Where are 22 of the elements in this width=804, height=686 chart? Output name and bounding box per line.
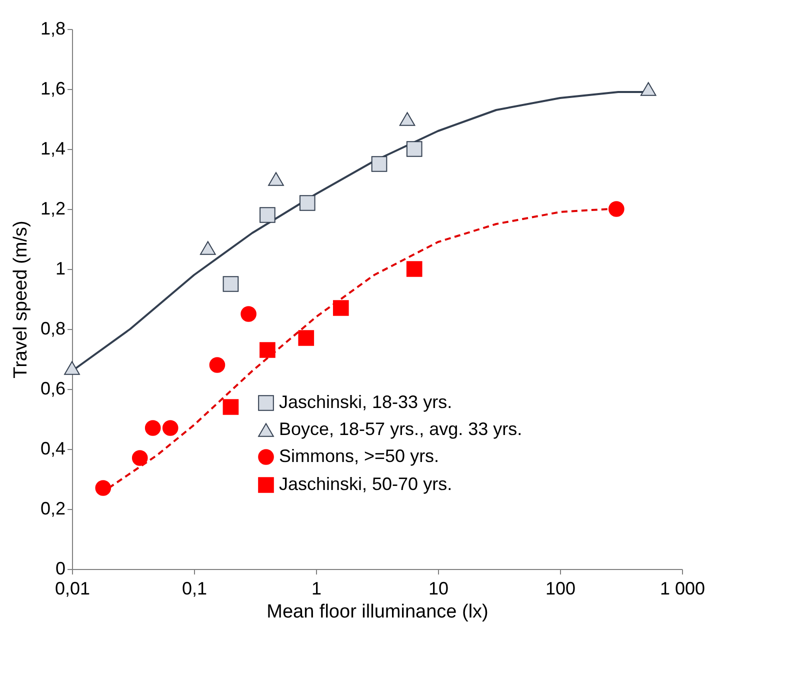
y-tick-label: 1,8 (40, 18, 66, 38)
y-tick-label: 1,2 (40, 198, 66, 218)
y-tick-label: 0,2 (40, 498, 66, 518)
legend-label: Jaschinski, 50-70 yrs. (279, 474, 452, 494)
x-tick-label: 1 (311, 578, 322, 598)
legend-label: Jaschinski, 18-33 yrs. (279, 392, 452, 412)
y-tick-label: 0,6 (40, 378, 66, 398)
x-tick-label: 100 (545, 578, 576, 598)
x-tick-label: 0,1 (182, 578, 208, 598)
y-tick-label: 0,4 (40, 438, 66, 458)
x-tick-label: 0,01 (54, 578, 90, 598)
y-tick-label: 0 (55, 558, 66, 578)
x-axis-title: Mean floor illuminance (lx) (266, 602, 488, 622)
x-tick-label: 1 000 (660, 578, 706, 598)
x-tick-label: 10 (428, 578, 449, 598)
y-tick-label: 1,6 (40, 78, 66, 98)
y-tick-label: 1 (55, 258, 66, 278)
legend-label: Boyce, 18-57 yrs., avg. 33 yrs. (279, 419, 522, 439)
y-tick-label: 1,4 (40, 138, 66, 158)
y-tick-label: 0,8 (40, 318, 66, 338)
y-axis-title: Travel speed (m/s) (10, 220, 32, 378)
legend-label: Simmons, >=50 yrs. (279, 446, 440, 466)
